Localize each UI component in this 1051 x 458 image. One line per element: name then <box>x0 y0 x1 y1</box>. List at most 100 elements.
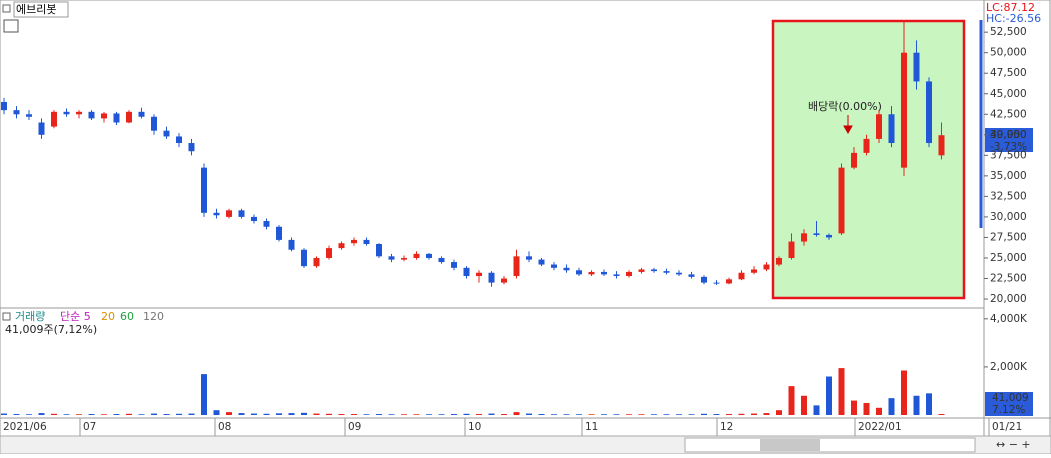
candle-body <box>726 279 732 284</box>
volume-bar <box>788 386 795 415</box>
candle-body <box>388 256 395 260</box>
candle-body <box>63 111 70 115</box>
icon <box>2 312 11 321</box>
candle-body <box>663 271 670 273</box>
highlight-box <box>771 19 966 300</box>
volume-bar <box>426 414 432 415</box>
volume-bar <box>613 414 620 415</box>
candle-body <box>826 234 832 238</box>
scroll-thumb[interactable] <box>760 439 820 451</box>
candle-body <box>688 274 695 277</box>
icon <box>2 4 11 13</box>
volume-bar <box>388 414 395 415</box>
y-tick-label: 2,000K <box>990 361 1028 373</box>
last-volume: 41,009 <box>992 392 1029 404</box>
x-tick-label: 09 <box>348 421 361 433</box>
candle-body <box>351 239 357 244</box>
candle-body <box>413 253 420 258</box>
volume-bar <box>38 413 45 415</box>
y-tick-label: 37,500 <box>990 149 1027 161</box>
candle-body <box>501 278 507 283</box>
volume-bar <box>263 413 270 415</box>
volume-bar <box>876 407 882 415</box>
candle-body <box>151 116 157 131</box>
zoom-controls[interactable]: ↔ − + <box>996 438 1031 451</box>
volume-bar <box>288 413 295 415</box>
volume-bar <box>626 414 632 415</box>
price-box <box>985 128 1033 152</box>
volume-bar <box>363 414 370 415</box>
candle-body <box>551 264 557 268</box>
y-tick-label: 27,500 <box>990 231 1027 243</box>
annotation: 배당락(0.00%) <box>808 100 882 113</box>
y-tick-label: 45,000 <box>990 88 1027 100</box>
candle-body <box>38 122 45 135</box>
volume-bar <box>26 414 32 415</box>
volume-bar <box>326 413 332 415</box>
volume-bar <box>713 414 720 415</box>
legend-ma20: 20 <box>101 310 115 323</box>
candle-body <box>763 264 770 270</box>
hc-label: HC:-26.56 <box>986 12 1041 25</box>
y-tick-label: 22,500 <box>990 272 1027 284</box>
volume-bar <box>863 402 870 415</box>
candle-body <box>913 52 920 82</box>
candle-body <box>838 167 845 234</box>
volume-bar <box>776 410 782 415</box>
volume-bar <box>513 412 520 415</box>
volume-bar <box>163 414 170 415</box>
dividend-arrow <box>843 115 853 135</box>
volume-bar <box>826 376 832 415</box>
candle-body <box>288 239 295 250</box>
legend-ma60: 60 <box>120 310 134 323</box>
y-tick-label: 47,500 <box>990 67 1027 79</box>
volume-bar <box>551 414 557 415</box>
volume-bar <box>88 414 95 415</box>
candle-body <box>751 269 757 273</box>
candle-body <box>651 269 657 272</box>
volume-bar <box>1 413 7 415</box>
candle-body <box>263 221 270 227</box>
candle-body <box>313 257 320 267</box>
volume-bar <box>138 414 145 415</box>
volume-bar <box>526 413 532 415</box>
table-icon[interactable] <box>3 19 19 33</box>
candle-body <box>851 152 857 168</box>
volume-bar <box>251 413 257 415</box>
candle-body <box>576 270 582 275</box>
candle-body <box>76 111 82 115</box>
candle-body <box>226 210 232 217</box>
y-tick-label: 40,000 <box>990 129 1027 141</box>
candle-body <box>126 111 132 123</box>
candle-body <box>401 257 407 260</box>
candle-body <box>938 135 945 156</box>
volume-bar <box>701 413 707 415</box>
volume-bar <box>751 413 757 415</box>
volume-bar <box>13 414 20 415</box>
volume-bar <box>926 393 932 415</box>
volume-bar <box>63 414 70 415</box>
volume-bar <box>338 414 345 415</box>
volume-title: 거래량 <box>15 310 45 323</box>
volume-summary: 41,009주(7,12%) <box>5 323 97 336</box>
stock-name: 에브리봇 <box>16 3 56 16</box>
volume-bar <box>888 398 895 415</box>
y-tick-label: 25,000 <box>990 252 1027 264</box>
candle-body <box>488 272 495 283</box>
volume-bar <box>676 414 682 415</box>
candle-body <box>101 113 107 119</box>
candle-body <box>176 136 182 144</box>
volume-bar <box>76 414 82 415</box>
y-tick-label: 50,000 <box>990 47 1027 59</box>
scroll-controls[interactable] <box>684 437 976 453</box>
x-tick-label: 12 <box>720 421 733 433</box>
volume-bar <box>563 414 570 415</box>
candle-body <box>138 111 145 117</box>
volume-bar <box>201 374 207 415</box>
volume-bar <box>601 414 607 415</box>
legend-ma5: 단순 5 <box>60 310 91 323</box>
volume-bar <box>938 414 945 415</box>
x-tick-label: 2021/06 <box>3 421 47 433</box>
candle-body <box>326 248 332 258</box>
